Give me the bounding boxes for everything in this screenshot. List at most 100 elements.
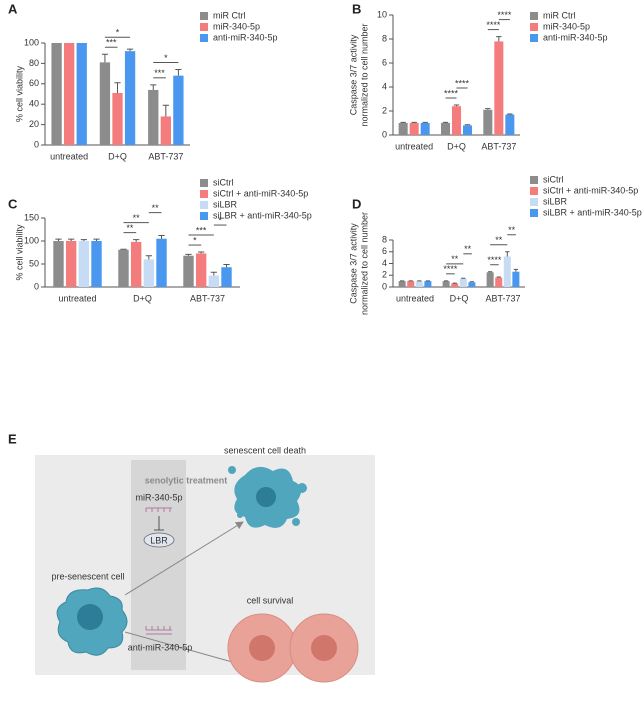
diagram: E senolytic treatment miR-340-5p LBR pre… (8, 431, 375, 682)
cell-fragment (237, 512, 243, 518)
significance-label: ** (451, 254, 459, 264)
bar (487, 272, 494, 287)
y-tick-label: 8 (382, 234, 387, 244)
legend-label: miR Ctrl (213, 10, 246, 20)
legend-swatch (530, 187, 538, 195)
legend-swatch (530, 176, 538, 184)
error-bar (496, 37, 501, 42)
bar (460, 279, 467, 287)
error-bar (93, 239, 99, 241)
inhibitor-label: anti-miR-340-5p (128, 642, 193, 652)
legend-label: anti-miR-340-5p (543, 32, 608, 42)
error-bar (454, 105, 459, 106)
legend-swatch (200, 212, 208, 220)
y-tick-label: 80 (29, 58, 39, 68)
x-tick-label: untreated (58, 293, 96, 303)
significance-label: ** (495, 235, 503, 245)
legend-swatch (200, 23, 208, 31)
bar (441, 123, 450, 135)
error-bar (146, 256, 152, 260)
y-tick-label: 2 (382, 105, 387, 115)
bar (156, 239, 166, 287)
x-tick-label: D+Q (108, 151, 127, 161)
error-bar (223, 264, 229, 267)
panel-label: D (352, 196, 361, 211)
cell-fragment (292, 518, 300, 526)
x-tick-label: untreated (50, 151, 88, 161)
y-tick-label: 100 (24, 37, 39, 47)
error-bar (485, 109, 490, 110)
bar (443, 281, 450, 287)
error-bar (163, 105, 169, 116)
error-bar (497, 277, 501, 278)
y-tick-label: 20 (29, 119, 39, 129)
legend-label: miR-340-5p (543, 21, 590, 31)
bar (505, 115, 514, 135)
bar (51, 43, 61, 145)
legend-swatch (200, 12, 208, 20)
legend-label: siLBR (543, 196, 568, 206)
y-tick-label: 0 (382, 129, 387, 139)
x-tick-label: untreated (396, 293, 434, 303)
legend-swatch (530, 12, 538, 20)
legend-label: siCtrl + anti-miR-340-5p (543, 185, 638, 195)
y-tick-label: 150 (24, 212, 39, 222)
error-bar (411, 122, 416, 123)
bar (161, 116, 171, 145)
bar (512, 272, 519, 287)
bar (144, 259, 154, 287)
y-tick-label: 0 (34, 281, 39, 291)
start-label: pre-senescent cell (51, 571, 124, 581)
error-bar (55, 239, 61, 241)
legend-label: siLBR + anti-miR-340-5p (213, 210, 312, 220)
significance-label: *** (106, 38, 117, 48)
bar (504, 256, 511, 287)
significance-label: **** (486, 20, 501, 30)
cell-nucleus (256, 487, 276, 507)
y-axis-label: % cell viability (14, 65, 24, 122)
x-tick-label: D+Q (447, 141, 466, 151)
bar (118, 250, 128, 287)
error-bar (461, 278, 465, 279)
significance-label: **** (487, 255, 502, 265)
bar (183, 256, 193, 287)
y-axis-label: Caspase 3/7 activity (348, 223, 358, 304)
bar (148, 90, 158, 145)
significance-label: ** (133, 213, 141, 223)
significance-label: * (218, 215, 222, 225)
x-tick-label: ABT-737 (485, 293, 520, 303)
bar (112, 93, 122, 145)
y-tick-label: 60 (29, 78, 39, 88)
error-bar (133, 240, 139, 242)
error-bar (488, 272, 492, 273)
bar (77, 43, 87, 145)
legend-label: siCtrl (543, 174, 564, 184)
error-bar (185, 254, 191, 255)
error-bar (158, 235, 164, 238)
significance-label: ** (126, 223, 134, 233)
y-tick-label: 40 (29, 99, 39, 109)
bar (125, 51, 135, 145)
bar (424, 281, 431, 287)
y-tick-label: 4 (382, 81, 387, 91)
bar (196, 253, 206, 287)
legend-label: siCtrl + anti-miR-340-5p (213, 188, 308, 198)
panel-label: A (8, 1, 18, 16)
legend-label: miR-340-5p (213, 21, 260, 31)
bar (495, 278, 502, 287)
legend-label: siLBR (213, 199, 238, 209)
y-tick-label: 8 (382, 33, 387, 43)
legend-label: anti-miR-340-5p (213, 32, 278, 42)
survival-label: cell survival (247, 595, 294, 605)
lbr-label: LBR (150, 535, 168, 545)
legend-label: siCtrl (213, 177, 234, 187)
error-bar (198, 252, 204, 253)
x-tick-label: D+Q (133, 293, 152, 303)
bar (483, 110, 492, 135)
bar (100, 62, 110, 145)
legend-swatch (530, 198, 538, 206)
bar (91, 241, 101, 287)
error-bar (400, 122, 405, 123)
error-bar (211, 272, 217, 275)
